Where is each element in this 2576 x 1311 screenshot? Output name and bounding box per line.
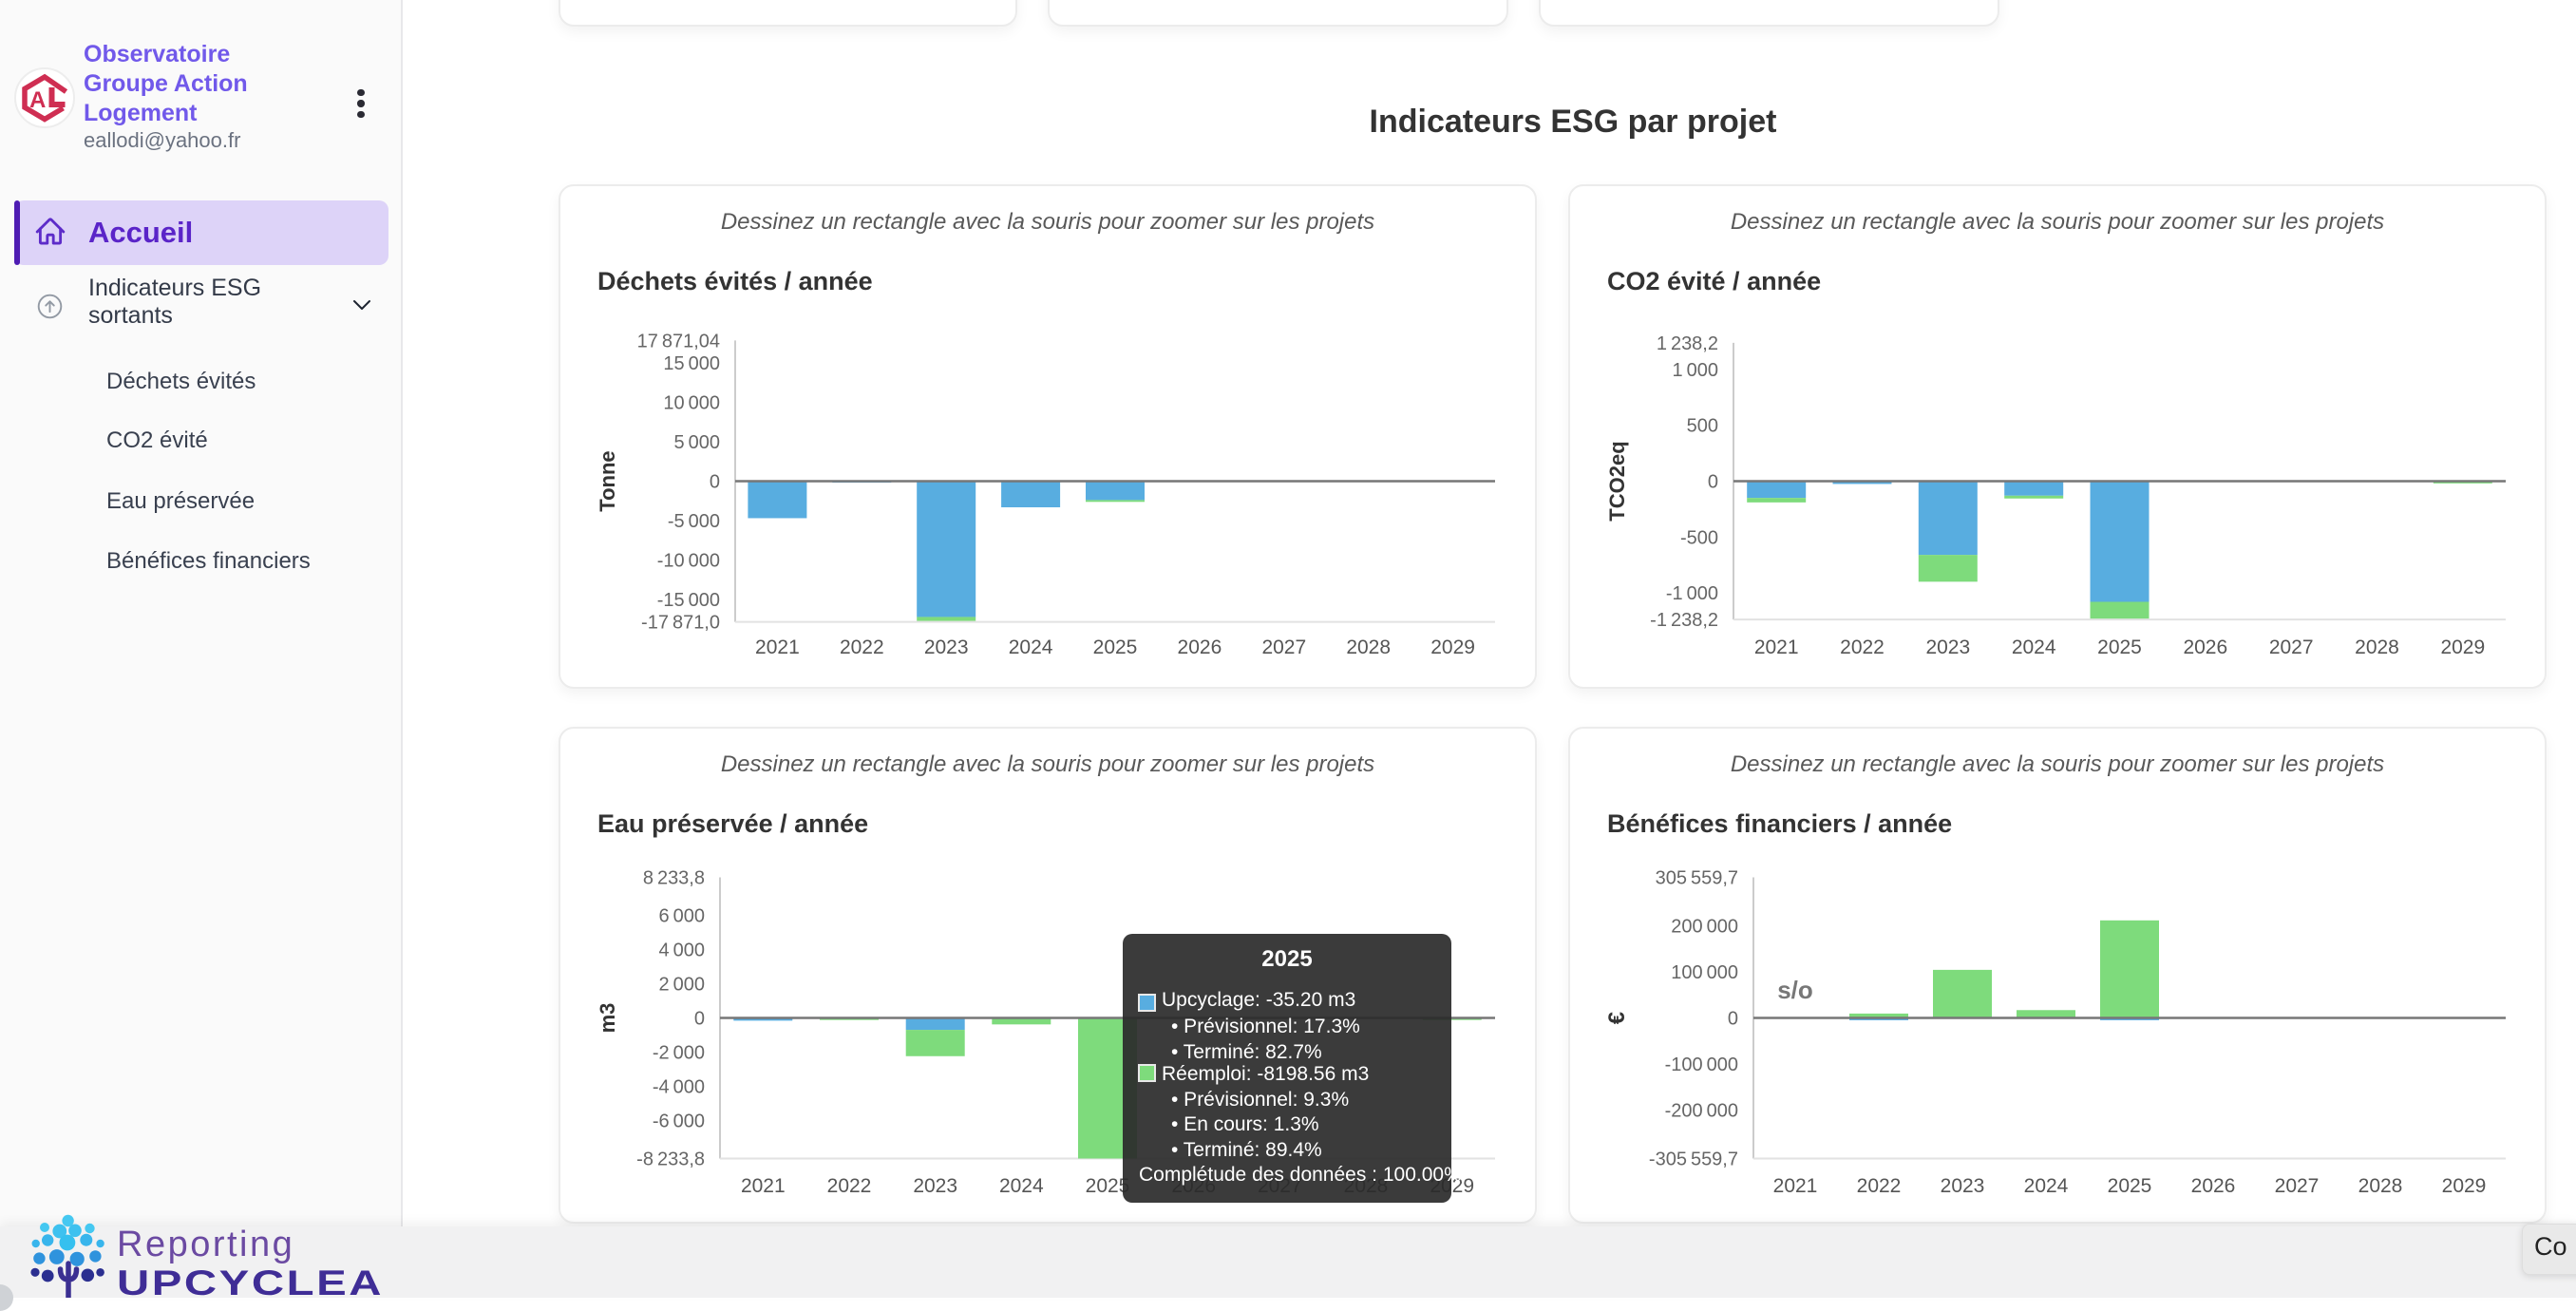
svg-text:-500: -500 <box>1680 527 1718 548</box>
svg-text:0: 0 <box>1708 472 1718 493</box>
svg-text:2025: 2025 <box>1086 1175 1130 1197</box>
svg-text:2026: 2026 <box>2191 1175 2236 1197</box>
svg-text:2 000: 2 000 <box>659 975 706 996</box>
svg-text:10 000: 10 000 <box>663 393 720 414</box>
svg-text:2027: 2027 <box>1261 636 1306 658</box>
svg-text:-1 000: -1 000 <box>1666 583 1718 604</box>
svg-text:1 000: 1 000 <box>1673 360 1719 381</box>
svg-text:2021: 2021 <box>741 1175 786 1197</box>
svg-text:0: 0 <box>694 1009 705 1030</box>
svg-text:5 000: 5 000 <box>674 432 721 453</box>
svg-text:8 233,8: 8 233,8 <box>643 868 705 889</box>
svg-text:2021: 2021 <box>1773 1175 1818 1197</box>
svg-text:2029: 2029 <box>2440 636 2485 658</box>
svg-text:2025: 2025 <box>2097 636 2142 658</box>
svg-text:1 238,2: 1 238,2 <box>1657 333 1718 354</box>
svg-text:2021: 2021 <box>1754 636 1799 658</box>
svg-text:305 559,7: 305 559,7 <box>1656 868 1738 889</box>
svg-text:-1 238,2: -1 238,2 <box>1650 610 1718 631</box>
svg-text:2028: 2028 <box>1346 636 1391 658</box>
svg-text:2022: 2022 <box>840 636 884 658</box>
svg-text:15 000: 15 000 <box>663 353 720 374</box>
svg-text:2022: 2022 <box>1857 1175 1902 1197</box>
svg-text:0: 0 <box>1728 1009 1738 1030</box>
svg-text:2029: 2029 <box>2442 1175 2487 1197</box>
svg-text:s/o: s/o <box>1777 976 1813 1004</box>
svg-text:-4 000: -4 000 <box>653 1076 705 1097</box>
svg-text:2026: 2026 <box>1178 636 1222 658</box>
svg-text:-5 000: -5 000 <box>668 511 720 532</box>
svg-text:2025: 2025 <box>2108 1175 2152 1197</box>
svg-text:200 000: 200 000 <box>1671 917 1738 938</box>
svg-text:-8 233,8: -8 233,8 <box>636 1150 705 1170</box>
svg-text:2029: 2029 <box>1430 636 1475 658</box>
svg-text:-10 000: -10 000 <box>657 550 720 571</box>
svg-text:2025: 2025 <box>1093 636 1138 658</box>
svg-text:2023: 2023 <box>924 636 969 658</box>
svg-text:17 871,04: 17 871,04 <box>637 331 720 352</box>
svg-text:2022: 2022 <box>827 1175 872 1197</box>
svg-text:2021: 2021 <box>755 636 800 658</box>
svg-text:2028: 2028 <box>2358 1175 2403 1197</box>
svg-text:-100 000: -100 000 <box>1665 1054 1738 1075</box>
svg-text:2022: 2022 <box>1840 636 1885 658</box>
svg-text:-200 000: -200 000 <box>1665 1100 1738 1121</box>
svg-text:-305 559,7: -305 559,7 <box>1649 1150 1738 1170</box>
svg-text:A: A <box>29 87 46 113</box>
svg-text:2023: 2023 <box>1925 636 1970 658</box>
svg-text:2027: 2027 <box>2275 1175 2320 1197</box>
svg-text:-6 000: -6 000 <box>653 1111 705 1131</box>
svg-text:2024: 2024 <box>999 1175 1044 1197</box>
svg-text:2027: 2027 <box>2269 636 2314 658</box>
svg-text:2023: 2023 <box>1941 1175 1985 1197</box>
svg-text:2026: 2026 <box>2183 636 2227 658</box>
svg-text:2024: 2024 <box>2012 636 2056 658</box>
svg-text:2024: 2024 <box>2024 1175 2069 1197</box>
svg-text:TCO2eq: TCO2eq <box>1605 441 1629 521</box>
svg-text:0: 0 <box>710 472 720 493</box>
svg-text:6 000: 6 000 <box>659 906 706 927</box>
svg-text:2028: 2028 <box>2355 636 2399 658</box>
svg-text:-2 000: -2 000 <box>653 1042 705 1063</box>
svg-text:500: 500 <box>1687 416 1718 437</box>
svg-text:m3: m3 <box>596 1003 619 1034</box>
svg-text:€: € <box>1604 1012 1630 1024</box>
svg-text:Tonne: Tonne <box>596 450 619 511</box>
svg-text:2023: 2023 <box>913 1175 957 1197</box>
svg-text:2024: 2024 <box>1009 636 1053 658</box>
svg-text:4 000: 4 000 <box>659 940 706 961</box>
svg-text:-15 000: -15 000 <box>657 590 720 611</box>
svg-text:-17 871,0: -17 871,0 <box>641 613 720 634</box>
svg-text:100 000: 100 000 <box>1671 962 1738 983</box>
